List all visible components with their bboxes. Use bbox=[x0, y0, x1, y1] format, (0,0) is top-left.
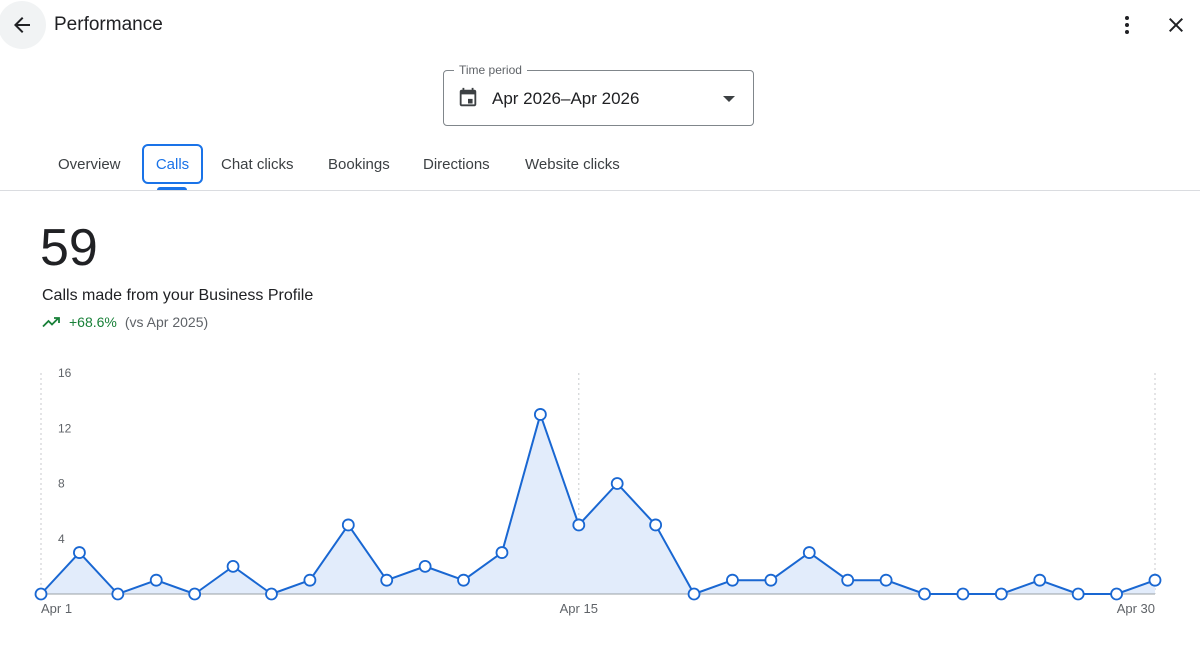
data-point bbox=[1071, 587, 1085, 601]
data-point bbox=[341, 518, 355, 532]
data-point bbox=[418, 559, 432, 573]
data-point bbox=[572, 518, 586, 532]
trending-up-icon bbox=[42, 317, 60, 328]
active-tab-indicator bbox=[157, 187, 187, 190]
metric-tabs: Overview Calls Chat clicks Bookings Dire… bbox=[0, 144, 1200, 191]
data-point bbox=[303, 573, 317, 587]
data-point bbox=[188, 587, 202, 601]
data-point bbox=[802, 546, 816, 559]
trend-summary: +68.6% (vs Apr 2025) bbox=[42, 313, 208, 331]
data-point bbox=[1110, 587, 1123, 601]
tab-directions[interactable]: Directions bbox=[423, 155, 490, 173]
y-tick-label: 12 bbox=[58, 421, 72, 435]
y-tick-label: 4 bbox=[58, 532, 65, 546]
data-point bbox=[1033, 573, 1047, 587]
data-point bbox=[726, 573, 739, 587]
calls-line bbox=[40, 413, 1156, 595]
time-period-select[interactable]: Time period Apr 2026–Apr 2026 bbox=[443, 62, 754, 126]
data-point bbox=[610, 477, 624, 490]
more-options-button[interactable] bbox=[1107, 5, 1147, 45]
caret-down-icon bbox=[723, 96, 735, 102]
data-point bbox=[265, 587, 278, 601]
trend-change: +68.6% bbox=[69, 314, 117, 330]
tab-overview[interactable]: Overview bbox=[58, 155, 121, 173]
data-point bbox=[495, 546, 509, 559]
y-tick-label: 16 bbox=[58, 366, 72, 380]
calls-chart: 4 8 12 16 Apr 1 Apr 15 Apr 30 bbox=[34, 366, 1162, 616]
data-point bbox=[879, 573, 893, 587]
close-icon bbox=[1169, 18, 1183, 32]
page-title: Performance bbox=[54, 14, 163, 35]
data-point bbox=[457, 573, 470, 587]
arrow-left-icon bbox=[14, 17, 30, 33]
data-point bbox=[149, 573, 163, 587]
x-tick-label: Apr 30 bbox=[1117, 601, 1155, 616]
data-point bbox=[226, 559, 240, 573]
tab-chat-clicks[interactable]: Chat clicks bbox=[221, 155, 294, 173]
metric-description: Calls made from your Business Profile bbox=[42, 287, 314, 304]
data-point bbox=[533, 408, 547, 421]
tab-website-clicks[interactable]: Website clicks bbox=[525, 155, 620, 173]
data-point bbox=[687, 587, 701, 601]
data-point bbox=[380, 573, 394, 587]
tab-calls[interactable]: Calls bbox=[142, 144, 203, 184]
tab-bookings[interactable]: Bookings bbox=[328, 155, 390, 173]
x-tick-label: Apr 1 bbox=[41, 601, 72, 616]
more-vert-icon bbox=[1125, 16, 1129, 34]
data-point bbox=[1148, 573, 1162, 587]
data-point bbox=[111, 587, 125, 601]
metric-total: 59 bbox=[40, 219, 98, 277]
close-button[interactable] bbox=[1156, 5, 1196, 45]
data-point bbox=[73, 546, 86, 559]
time-period-label: Time period bbox=[454, 62, 527, 78]
calendar-icon bbox=[459, 87, 477, 107]
data-point bbox=[764, 573, 778, 587]
data-point bbox=[34, 587, 48, 601]
x-tick-label: Apr 15 bbox=[560, 601, 598, 616]
back-button[interactable] bbox=[0, 1, 46, 49]
y-tick-label: 8 bbox=[58, 477, 65, 491]
data-point bbox=[994, 587, 1008, 601]
data-point bbox=[956, 587, 970, 601]
data-point bbox=[841, 573, 855, 587]
data-point bbox=[649, 518, 663, 532]
data-point bbox=[918, 587, 931, 601]
trend-comparison: (vs Apr 2025) bbox=[124, 314, 209, 330]
time-period-value: Apr 2026–Apr 2026 bbox=[492, 89, 640, 108]
